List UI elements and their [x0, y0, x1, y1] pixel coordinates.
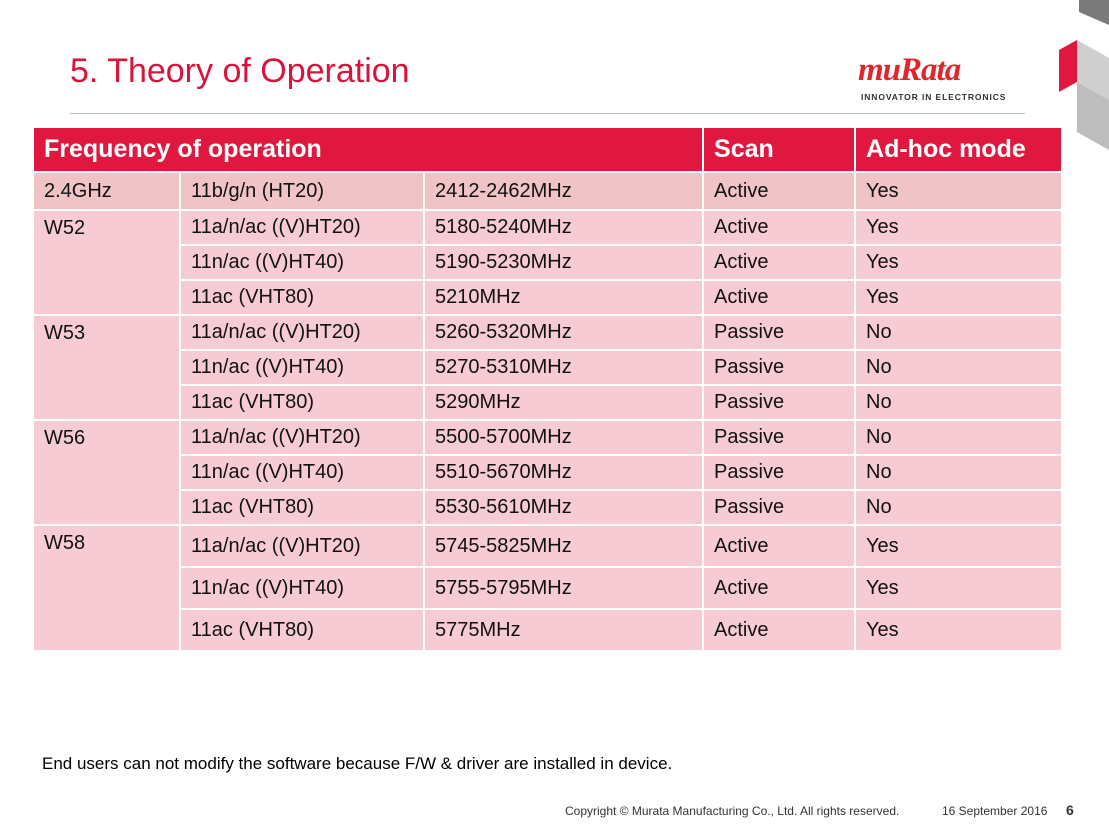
scan-cell: Active: [702, 566, 857, 610]
freq-cell: 5745-5825MHz: [422, 524, 705, 568]
table-row: 11ac (VHT80) 5530-5610MHz Passive No: [33, 489, 1064, 526]
adhoc-cell: No: [854, 384, 1064, 421]
band-cell: 2.4GHz: [32, 171, 181, 211]
scan-cell: Active: [702, 524, 857, 568]
freq-cell: 5260-5320MHz: [422, 314, 705, 351]
mode-cell: 11a/n/ac ((V)HT20): [179, 209, 425, 246]
freq-cell: 5290MHz: [422, 384, 705, 421]
table-row: W56 11a/n/ac ((V)HT20) 5500-5700MHz Pass…: [32, 419, 1064, 526]
mode-cell: 11a/n/ac ((V)HT20): [179, 419, 425, 456]
scan-cell: Passive: [702, 419, 857, 456]
table-row: 11n/ac ((V)HT40) 5510-5670MHz Passive No: [33, 454, 1064, 491]
murata-logo: muRata INNOVATOR IN ELECTRONICS: [858, 52, 1013, 102]
freq-cell: 5755-5795MHz: [422, 566, 705, 610]
frequency-table: Frequency of operation Scan Ad-hoc mode …: [31, 128, 1064, 652]
freq-cell: 5500-5700MHz: [422, 419, 705, 456]
scan-cell: Active: [702, 209, 857, 246]
logo-wordmark: muRata: [858, 52, 961, 88]
mode-cell: 11ac (VHT80): [179, 489, 425, 526]
table-row: W52 11a/n/ac ((V)HT20) 5180-5240MHz Acti…: [32, 209, 1064, 316]
header-adhoc: Ad-hoc mode: [854, 128, 1064, 173]
table-row: 11n/ac ((V)HT40) 5755-5795MHz Active Yes: [33, 566, 1064, 610]
adhoc-cell: Yes: [854, 608, 1064, 652]
freq-cell: 5180-5240MHz: [422, 209, 705, 246]
page-title: 5. Theory of Operation: [70, 52, 410, 90]
scan-cell: Passive: [702, 349, 857, 386]
adhoc-cell: Yes: [854, 524, 1064, 568]
header-scan: Scan: [702, 128, 857, 173]
mode-cell: 11n/ac ((V)HT40): [179, 349, 425, 386]
footnote: End users can not modify the software be…: [42, 754, 673, 773]
adhoc-cell: No: [854, 314, 1064, 351]
mode-cell: 11n/ac ((V)HT40): [179, 244, 425, 281]
date-text: 16 September 2016: [942, 804, 1048, 818]
adhoc-cell: No: [854, 419, 1064, 456]
freq-cell: 5530-5610MHz: [422, 489, 705, 526]
adhoc-cell: No: [854, 454, 1064, 491]
table-row: 11n/ac ((V)HT40) 5190-5230MHz Active Yes: [33, 244, 1064, 281]
mode-cell: 11a/n/ac ((V)HT20): [179, 524, 425, 568]
scan-cell: Passive: [702, 384, 857, 421]
band-cell: W52: [32, 209, 181, 316]
table-row: 11ac (VHT80) 5210MHz Active Yes: [33, 279, 1064, 316]
scan-cell: Passive: [702, 314, 857, 351]
table-row: W58 11a/n/ac ((V)HT20) 5745-5825MHz Acti…: [32, 524, 1064, 652]
corner-decoration: [1059, 0, 1109, 150]
scan-cell: Active: [702, 244, 857, 281]
table-row: W53 11a/n/ac ((V)HT20) 5260-5320MHz Pass…: [32, 314, 1064, 421]
mode-cell: 11a/n/ac ((V)HT20): [179, 314, 425, 351]
freq-cell: 5190-5230MHz: [422, 244, 705, 281]
table-row: 11ac (VHT80) 5775MHz Active Yes: [33, 608, 1064, 652]
freq-cell: 5210MHz: [422, 279, 705, 316]
adhoc-cell: Yes: [854, 566, 1064, 610]
mode-cell: 11b/g/n (HT20): [179, 171, 425, 211]
freq-cell: 5775MHz: [422, 608, 705, 652]
freq-cell: 5510-5670MHz: [422, 454, 705, 491]
band-cell: W58: [32, 524, 181, 652]
scan-cell: Passive: [702, 454, 857, 491]
mode-cell: 11n/ac ((V)HT40): [179, 454, 425, 491]
mode-cell: 11ac (VHT80): [179, 608, 425, 652]
table-header-row: Frequency of operation Scan Ad-hoc mode: [31, 128, 1064, 173]
adhoc-cell: Yes: [854, 171, 1064, 211]
adhoc-cell: Yes: [854, 244, 1064, 281]
scan-cell: Active: [702, 608, 857, 652]
adhoc-cell: No: [854, 349, 1064, 386]
table-row: 2.4GHz 11b/g/n (HT20) 2412-2462MHz Activ…: [32, 171, 1064, 211]
mode-cell: 11n/ac ((V)HT40): [179, 566, 425, 610]
mode-cell: 11ac (VHT80): [179, 384, 425, 421]
band-cell: W53: [32, 314, 181, 421]
scan-cell: Active: [702, 171, 857, 211]
logo-tagline: INNOVATOR IN ELECTRONICS: [861, 92, 1007, 102]
copyright-text: Copyright © Murata Manufacturing Co., Lt…: [565, 804, 900, 818]
title-divider: [70, 113, 1025, 114]
mode-cell: 11ac (VHT80): [179, 279, 425, 316]
table-row: 11n/ac ((V)HT40) 5270-5310MHz Passive No: [33, 349, 1064, 386]
table-row: 11ac (VHT80) 5290MHz Passive No: [33, 384, 1064, 421]
header-frequency: Frequency of operation: [31, 128, 705, 173]
band-cell: W56: [32, 419, 181, 526]
scan-cell: Active: [702, 279, 857, 316]
scan-cell: Passive: [702, 489, 857, 526]
page-number: 6: [1066, 802, 1074, 818]
adhoc-cell: No: [854, 489, 1064, 526]
adhoc-cell: Yes: [854, 279, 1064, 316]
freq-cell: 5270-5310MHz: [422, 349, 705, 386]
freq-cell: 2412-2462MHz: [422, 171, 705, 211]
adhoc-cell: Yes: [854, 209, 1064, 246]
